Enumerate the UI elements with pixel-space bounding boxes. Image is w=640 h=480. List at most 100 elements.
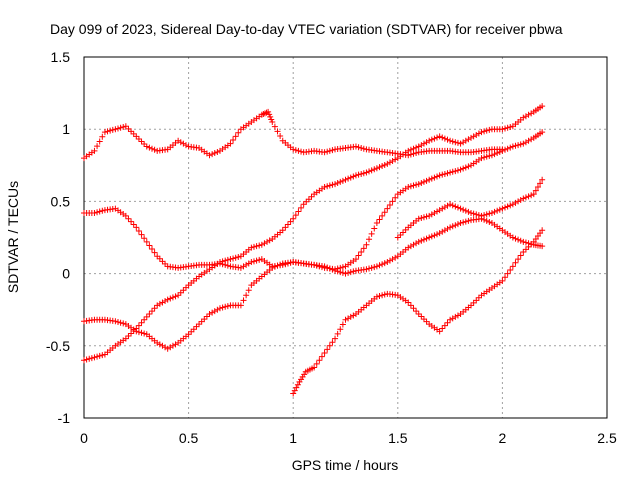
data-point — [402, 226, 409, 233]
data-point — [295, 208, 302, 215]
data-point — [405, 183, 412, 190]
data-point — [219, 304, 226, 311]
data-point — [250, 258, 257, 265]
data-point — [439, 171, 446, 178]
data-point — [318, 264, 325, 271]
series-sat-e — [290, 227, 546, 397]
data-point — [91, 209, 98, 216]
data-point — [282, 224, 289, 231]
data-point — [389, 198, 396, 205]
plot-frame — [83, 56, 608, 419]
data-point — [481, 128, 488, 135]
data-point — [371, 166, 378, 173]
data-point — [308, 193, 315, 200]
data-point — [431, 174, 438, 181]
data-point — [504, 124, 511, 131]
data-point — [502, 204, 509, 211]
data-point — [439, 228, 446, 235]
data-point — [135, 135, 142, 142]
data-point — [483, 127, 490, 134]
data-point — [352, 172, 359, 179]
data-point — [177, 139, 184, 146]
data-point — [517, 141, 524, 148]
data-point — [141, 235, 148, 242]
data-point — [512, 235, 519, 242]
data-point — [274, 262, 281, 269]
data-point — [428, 175, 435, 182]
data-point — [486, 152, 493, 159]
data-point — [138, 319, 145, 326]
data-point — [428, 211, 435, 218]
data-point — [345, 269, 352, 276]
data-point — [447, 201, 454, 208]
data-point — [407, 243, 414, 250]
data-point — [175, 137, 182, 144]
data-point — [214, 306, 221, 313]
data-point — [460, 206, 467, 213]
data-point — [415, 143, 422, 150]
data-point — [465, 217, 472, 224]
data-point — [444, 136, 451, 143]
data-point — [243, 261, 250, 268]
data-point — [232, 133, 239, 140]
data-point — [465, 208, 472, 215]
series-sat-c — [81, 129, 546, 352]
data-point — [151, 249, 158, 256]
series-sat-f — [394, 176, 546, 241]
data-point — [379, 163, 386, 170]
data-point — [420, 178, 427, 185]
data-point — [491, 208, 498, 215]
data-point — [294, 381, 301, 388]
data-point — [350, 268, 357, 275]
data-point — [269, 264, 276, 271]
data-point — [428, 233, 435, 240]
data-point — [410, 150, 417, 157]
data-point — [290, 390, 297, 397]
data-point — [418, 179, 425, 186]
data-point — [243, 292, 250, 299]
data-point — [292, 212, 299, 219]
data-point — [355, 171, 362, 178]
data-point — [345, 175, 352, 182]
data-point — [360, 245, 367, 252]
data-point — [250, 243, 257, 250]
data-point — [499, 277, 506, 284]
x-axis-label: GPS time / hours — [292, 457, 399, 473]
data-point — [460, 139, 467, 146]
data-point — [159, 258, 166, 265]
data-point — [379, 292, 386, 299]
data-point — [159, 342, 166, 349]
data-point — [94, 209, 101, 216]
data-point — [376, 164, 383, 171]
data-point — [504, 203, 511, 210]
data-point — [342, 176, 349, 183]
data-point — [133, 224, 140, 231]
data-point — [470, 299, 477, 306]
data-point — [334, 179, 341, 186]
data-point — [444, 225, 451, 232]
data-point — [209, 309, 216, 316]
y-tick-label: -1 — [58, 410, 71, 426]
data-point — [130, 221, 137, 228]
data-point — [415, 311, 422, 318]
data-point — [520, 140, 527, 147]
y-axis-ticks: -1 -0.5 0 0.5 1 1.5 — [46, 49, 70, 426]
data-point — [248, 259, 255, 266]
data-point — [434, 208, 441, 215]
data-point — [452, 168, 459, 175]
data-point — [381, 260, 388, 267]
data-point — [379, 261, 386, 268]
data-point — [371, 225, 378, 232]
data-point — [384, 205, 391, 212]
data-point — [441, 204, 448, 211]
data-point — [290, 215, 297, 222]
data-point — [332, 335, 339, 342]
data-point — [392, 194, 399, 201]
data-point — [148, 246, 155, 253]
data-point — [193, 323, 200, 330]
data-point — [426, 212, 433, 219]
data-point — [130, 130, 137, 137]
data-point — [520, 248, 527, 255]
data-point — [462, 207, 469, 214]
data-point — [177, 289, 184, 296]
